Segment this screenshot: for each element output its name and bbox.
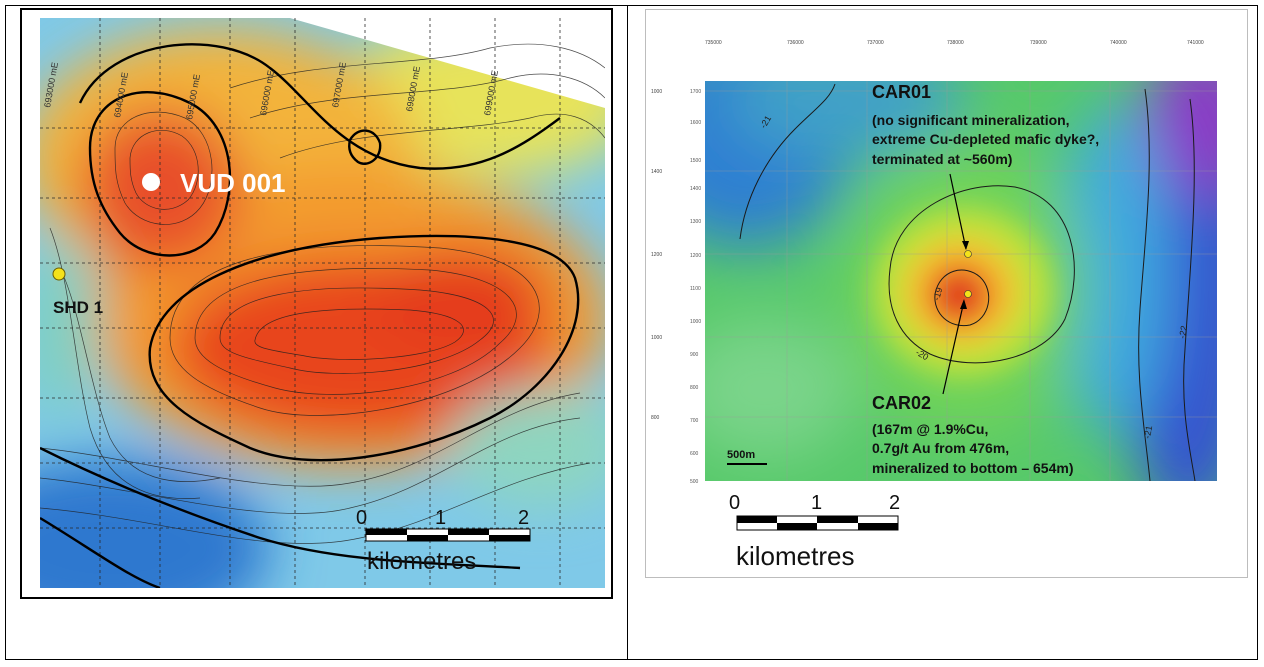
- left-tick-4: 1400: [690, 186, 701, 192]
- left-tick-7: 1100: [690, 286, 701, 292]
- left-scale-tick-1: 1: [435, 507, 446, 529]
- left-map: 693000 mE 694000 mE 695000 mE 696000 mE …: [20, 8, 613, 599]
- left-heatmap: [40, 18, 605, 588]
- left-tick-5: 1300: [690, 219, 701, 225]
- left-tick-9: 900: [690, 352, 699, 358]
- contour-label-4: -22: [1177, 325, 1189, 340]
- left-tick-6: 1200: [690, 253, 701, 259]
- car01-marker: [964, 250, 972, 258]
- car02-arrow: [942, 300, 965, 395]
- left-tick-10: 800: [690, 385, 699, 391]
- left-tick-11: 700: [690, 418, 699, 424]
- car01-title: CAR01: [872, 82, 931, 102]
- shd1-marker: [52, 267, 66, 281]
- vud001-marker: [142, 173, 160, 191]
- contour-label-3: -19: [931, 286, 944, 301]
- left-scale-unit: kilometres: [367, 548, 476, 575]
- top-tick-7: 741000: [1187, 40, 1204, 46]
- figure-frame: [5, 5, 1258, 660]
- top-tick-3: 737000: [867, 40, 884, 46]
- top-tick-6: 740000: [1110, 40, 1127, 46]
- left-scale-bar: 0 1 2 kilometres: [356, 507, 531, 575]
- left-tick-13: 500: [690, 479, 699, 485]
- left-tick-3: 1500: [690, 158, 701, 164]
- shd1-label: SHD 1: [53, 298, 103, 317]
- inset-scale-label: 500m: [727, 449, 755, 461]
- car02-line-1: (167m @ 1.9%Cu,: [872, 421, 988, 437]
- top-tick-5: 739000: [1030, 40, 1047, 46]
- top-tick-1: 735000: [705, 40, 722, 46]
- left-outer-tick-5: 800: [651, 415, 660, 421]
- right-map: 735000 736000 737000 738000 739000 74000…: [645, 9, 1248, 578]
- car01-line-1: (no significant mineralization,: [872, 112, 1070, 128]
- car02-line-3: mineralized to bottom – 654m): [872, 460, 1073, 476]
- left-scale-tick-0: 0: [356, 507, 367, 529]
- left-outer-tick-2: 1400: [651, 169, 662, 175]
- right-scale-tick-2: 2: [889, 492, 900, 514]
- left-tick-1: 1700: [690, 89, 701, 95]
- car02-line-2: 0.7g/t Au from 476m,: [872, 440, 1009, 456]
- left-tick-12: 600: [690, 451, 699, 457]
- right-heatmap: -21 -20 -19 -22 -21 500m: [705, 81, 1217, 481]
- car02-title: CAR02: [872, 393, 931, 413]
- car02-marker: [964, 290, 972, 298]
- left-map-panel: 693000 mE 694000 mE 695000 mE 696000 mE …: [20, 8, 613, 599]
- left-scale-tick-2: 2: [518, 507, 529, 529]
- car01-line-3: terminated at ~560m): [872, 151, 1012, 167]
- vud001-label: VUD 001: [180, 168, 286, 198]
- top-tick-2: 736000: [787, 40, 804, 46]
- contour-label-5: -21: [1142, 425, 1154, 440]
- right-scale-unit: kilometres: [736, 541, 854, 571]
- right-scale-tick-1: 1: [811, 492, 822, 514]
- left-tick-2: 1600: [690, 120, 701, 126]
- left-outer-tick-1: 1000: [651, 89, 662, 95]
- right-scale-bar: 0 1 2 kilometres: [729, 492, 900, 571]
- top-tick-4: 738000: [947, 40, 964, 46]
- car01-line-2: extreme Cu-depleted mafic dyke?,: [872, 131, 1099, 147]
- left-tick-8: 1000: [690, 319, 701, 325]
- panel-divider: [627, 5, 628, 660]
- right-map-panel: 735000 736000 737000 738000 739000 74000…: [645, 9, 1248, 578]
- left-outer-tick-4: 1000: [651, 335, 662, 341]
- left-outer-tick-3: 1200: [651, 252, 662, 258]
- car01-arrow: [949, 173, 967, 250]
- right-scale-tick-0: 0: [729, 492, 740, 514]
